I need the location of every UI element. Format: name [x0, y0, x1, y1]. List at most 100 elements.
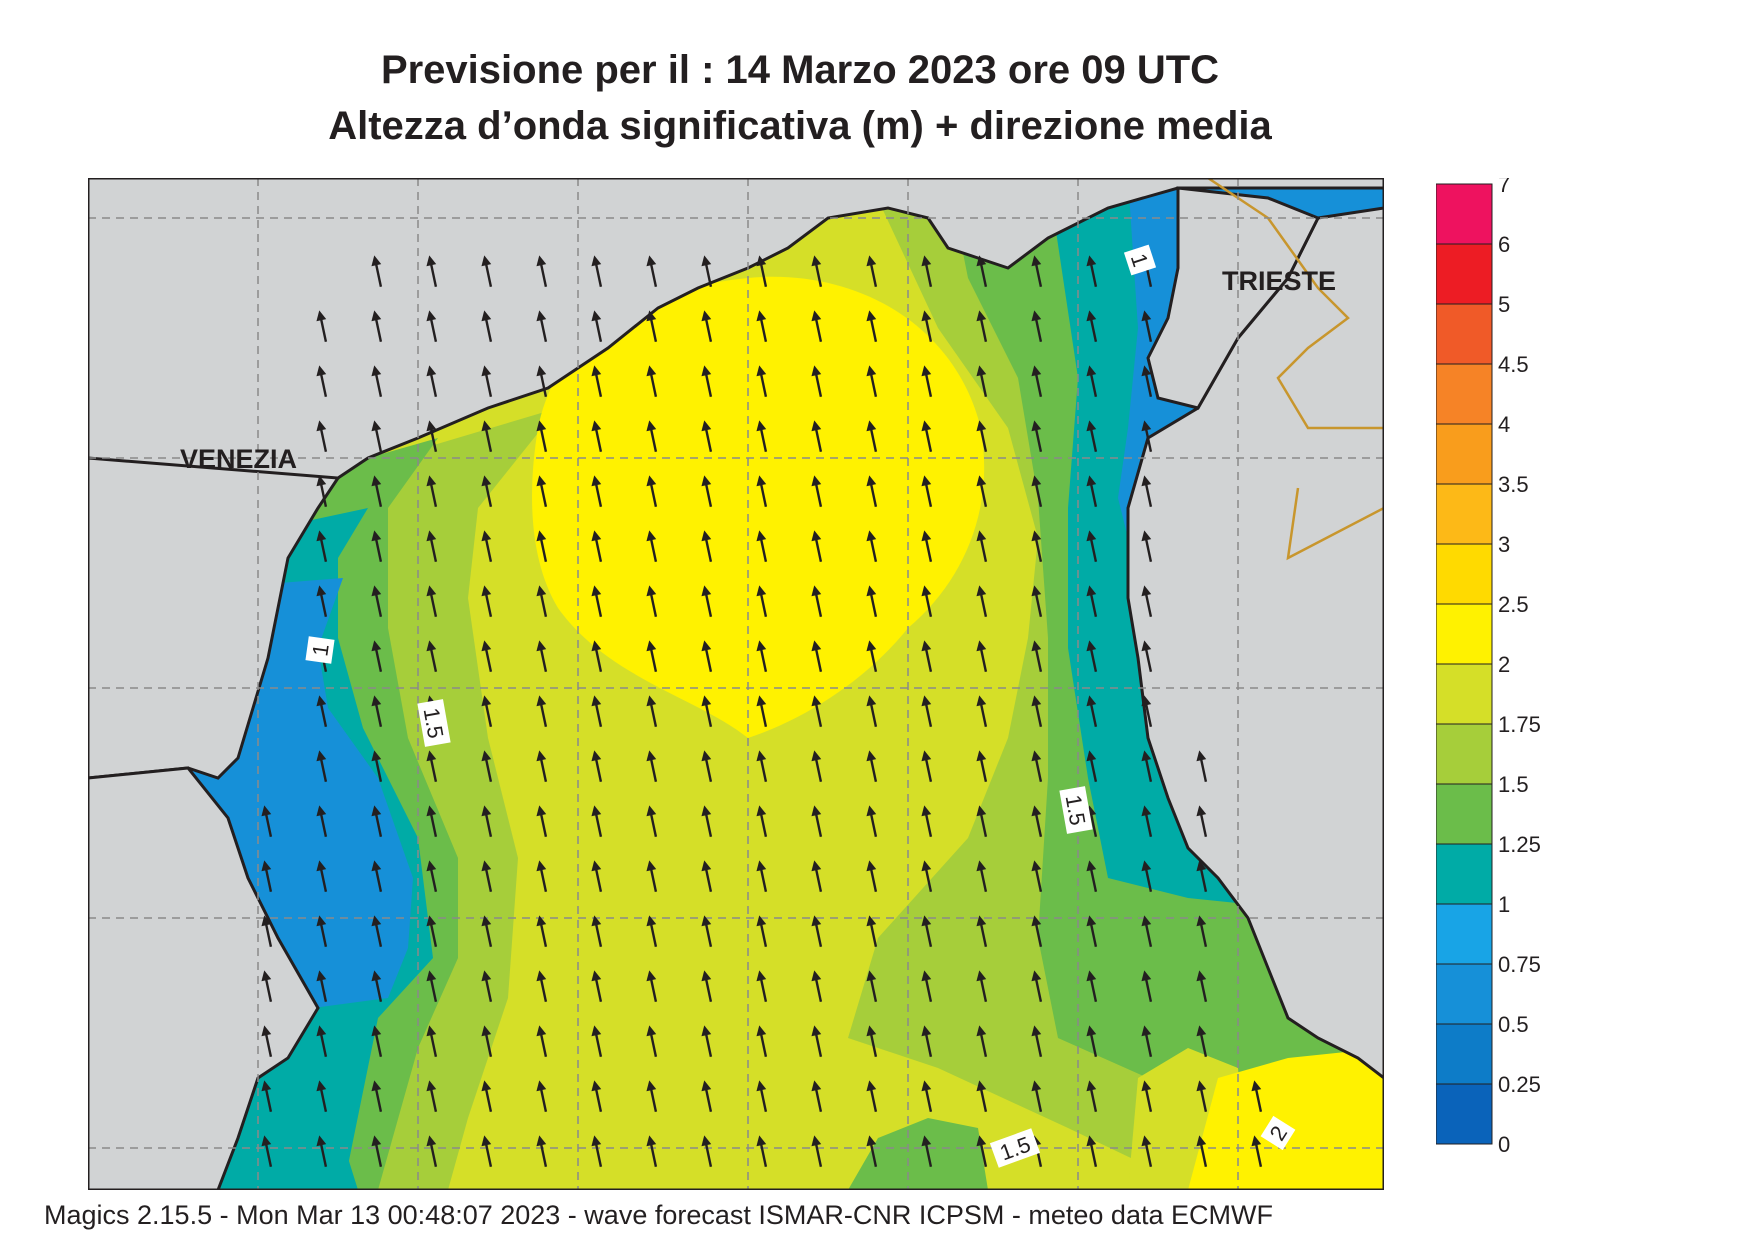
direction-arrow	[921, 805, 933, 837]
direction-arrow	[481, 1080, 493, 1112]
direction-arrow	[921, 475, 933, 507]
direction-arrow	[976, 750, 988, 782]
direction-arrow	[1196, 860, 1208, 892]
direction-arrow	[371, 585, 383, 617]
direction-arrow	[1031, 915, 1043, 947]
direction-arrow	[811, 255, 823, 287]
direction-arrow	[371, 1135, 383, 1167]
band-1-25-south	[848, 1118, 988, 1190]
direction-arrow	[1031, 530, 1043, 562]
colorbar-block	[1436, 723, 1493, 785]
colorbar-block	[1436, 903, 1493, 965]
colorbar-tick-label: 3	[1498, 532, 1510, 557]
direction-arrow	[811, 970, 823, 1002]
direction-arrow	[701, 420, 713, 452]
colorbar-tick-label: 1	[1498, 892, 1510, 917]
direction-arrow	[1141, 915, 1153, 947]
direction-arrow	[1031, 640, 1043, 672]
contour-label: 1.5	[419, 706, 449, 740]
direction-arrow	[371, 915, 383, 947]
direction-arrow	[866, 255, 878, 287]
direction-arrow	[316, 365, 328, 397]
direction-arrow	[371, 530, 383, 562]
direction-arrow	[1031, 585, 1043, 617]
direction-arrow	[1086, 585, 1098, 617]
direction-arrow	[591, 530, 603, 562]
direction-arrow	[536, 1135, 548, 1167]
direction-arrow	[866, 970, 878, 1002]
direction-arrow	[921, 860, 933, 892]
direction-arrow	[756, 420, 768, 452]
direction-arrow	[1086, 365, 1098, 397]
direction-arrow	[1086, 970, 1098, 1002]
wave-height-map: 1 1 1.5 1.5 1.5 2 VENEZIA TRIESTE	[88, 178, 1384, 1190]
direction-arrow	[371, 255, 383, 287]
direction-arrow	[1141, 1025, 1153, 1057]
direction-arrow	[701, 585, 713, 617]
direction-arrow	[756, 1135, 768, 1167]
direction-arrow	[371, 860, 383, 892]
direction-arrow	[811, 530, 823, 562]
direction-arrow	[866, 1025, 878, 1057]
direction-arrow	[811, 750, 823, 782]
direction-arrow	[426, 585, 438, 617]
direction-arrow	[481, 420, 493, 452]
direction-arrow	[316, 970, 328, 1002]
colorbar-ticks: 0 0.25 0.5 0.75 1 1.25 1.5 1.75 2 2.5 3 3.5 4 4.5 5 6 7	[1498, 178, 1541, 1157]
direction-arrow	[921, 695, 933, 727]
direction-arrow	[536, 640, 548, 672]
direction-arrow	[646, 915, 658, 947]
direction-arrow	[1031, 860, 1043, 892]
direction-arrow	[866, 750, 878, 782]
direction-arrow	[481, 1025, 493, 1057]
direction-arrow	[591, 420, 603, 452]
direction-arrow	[1031, 750, 1043, 782]
direction-arrow	[591, 695, 603, 727]
direction-arrow	[261, 805, 273, 837]
direction-arrow	[1086, 310, 1098, 342]
colorbar-block	[1436, 363, 1493, 425]
direction-arrow	[1086, 530, 1098, 562]
direction-arrow	[921, 585, 933, 617]
direction-arrow	[921, 970, 933, 1002]
direction-arrow	[1086, 1025, 1098, 1057]
direction-arrow	[371, 750, 383, 782]
direction-arrow	[426, 750, 438, 782]
direction-arrow	[811, 1025, 823, 1057]
direction-arrow	[1086, 420, 1098, 452]
direction-arrow	[1141, 1080, 1153, 1112]
land-southwest	[88, 766, 320, 1190]
direction-arrow	[316, 585, 328, 617]
direction-arrow	[866, 310, 878, 342]
direction-arrow	[756, 475, 768, 507]
direction-arrow	[701, 475, 713, 507]
colorbar-block	[1436, 183, 1493, 245]
direction-arrow	[756, 695, 768, 727]
direction-arrow	[646, 420, 658, 452]
direction-arrow	[1031, 475, 1043, 507]
direction-arrow	[976, 640, 988, 672]
direction-arrow	[316, 420, 328, 452]
direction-arrow	[756, 1080, 768, 1112]
direction-arrow	[756, 640, 768, 672]
direction-arrow	[536, 1025, 548, 1057]
direction-arrow	[646, 255, 658, 287]
direction-arrow	[1141, 970, 1153, 1002]
colorbar-block	[1436, 243, 1493, 305]
direction-arrow	[426, 1080, 438, 1112]
direction-arrow	[591, 970, 603, 1002]
band-2-centre	[532, 276, 985, 738]
direction-arrow	[591, 310, 603, 342]
direction-arrow	[591, 585, 603, 617]
direction-arrow	[316, 860, 328, 892]
direction-arrow	[701, 805, 713, 837]
direction-arrow	[1086, 750, 1098, 782]
direction-arrow	[591, 1135, 603, 1167]
direction-arrow	[756, 860, 768, 892]
direction-arrow	[536, 475, 548, 507]
direction-arrow	[976, 420, 988, 452]
direction-arrow	[536, 970, 548, 1002]
direction-arrow	[261, 860, 273, 892]
band-2-se	[1188, 1048, 1384, 1190]
direction-arrow	[1031, 970, 1043, 1002]
